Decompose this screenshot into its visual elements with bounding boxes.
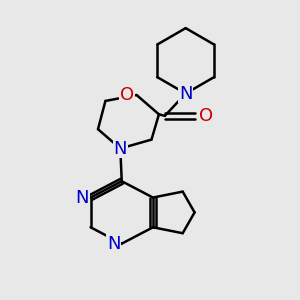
Text: N: N — [107, 235, 120, 253]
Text: O: O — [199, 107, 213, 125]
Text: O: O — [119, 86, 134, 104]
Text: N: N — [179, 85, 192, 103]
Text: N: N — [76, 189, 89, 207]
Text: N: N — [113, 140, 127, 158]
